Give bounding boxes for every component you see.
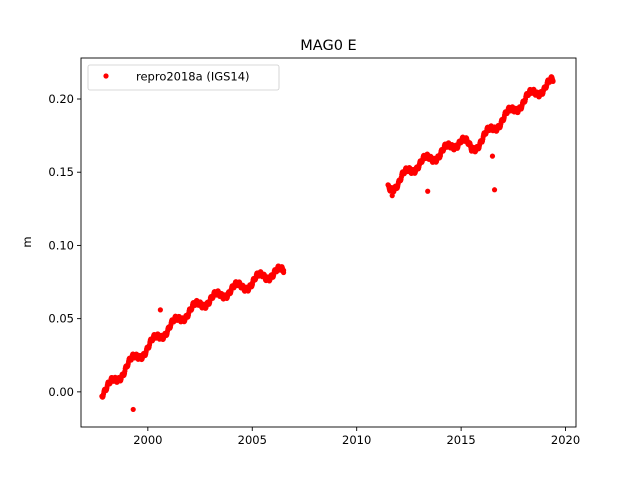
legend: repro2018a (IGS14) [87,64,280,91]
x-tick-label: 2015 [446,433,475,447]
y-tick-label: 0.00 [48,385,74,399]
y-axis-label: m [20,236,34,247]
legend-label: repro2018a (IGS14) [136,70,250,84]
y-tick-label: 0.05 [48,312,74,326]
outlier-point [130,406,136,413]
x-axis: 2000 2005 2010 2015 2020 [133,427,580,447]
data-point [550,78,556,85]
axes-frame [80,57,577,428]
x-tick-label: 2010 [342,433,371,447]
outlier-point [425,188,431,194]
legend-frame [87,64,280,91]
y-tick-label: 0.10 [48,238,74,252]
outlier-point [389,193,395,199]
y-axis: 0.00 0.05 0.10 0.15 0.20 [48,92,81,399]
outlier-point [157,307,163,313]
x-tick-label: 2020 [551,433,580,447]
y-tick-label: 0.15 [48,165,74,179]
y-tick-label: 0.20 [48,92,74,106]
x-tick-label: 2005 [238,433,267,447]
x-tick-label: 2000 [133,433,162,447]
outlier-point [491,187,498,193]
chart-title: MAG0 E [300,38,356,54]
data-point [280,267,287,273]
data-points [99,74,556,413]
outlier-point [489,153,496,159]
legend-marker [103,73,109,79]
